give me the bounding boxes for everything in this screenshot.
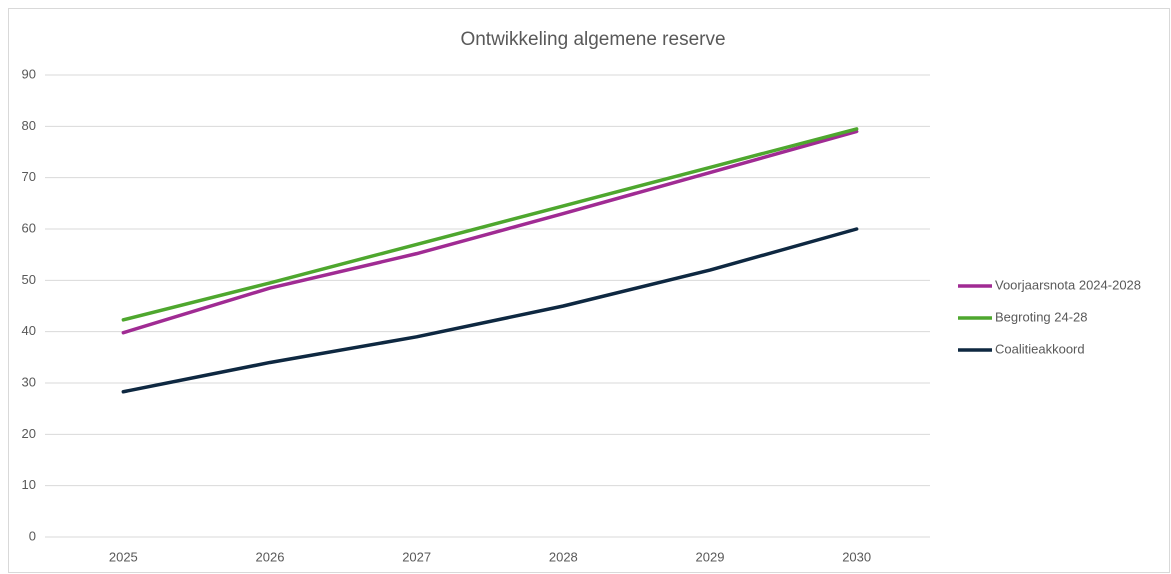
chart-title: Ontwikkeling algemene reserve xyxy=(460,29,725,50)
x-tick-label: 2030 xyxy=(842,549,871,564)
y-tick-label: 10 xyxy=(22,477,36,492)
y-tick-label: 90 xyxy=(22,66,36,81)
y-tick-label: 70 xyxy=(22,169,36,184)
series-line xyxy=(121,227,859,394)
y-tick-label: 20 xyxy=(22,426,36,441)
x-tick-label: 2028 xyxy=(549,549,578,564)
x-tick-label: 2027 xyxy=(402,549,431,564)
y-tick-label: 30 xyxy=(22,374,36,389)
y-tick-label: 80 xyxy=(22,118,36,133)
x-tick-label: 2026 xyxy=(256,549,285,564)
x-tick-label: 2025 xyxy=(109,549,138,564)
legend-label: Voorjaarsnota 2024-2028 xyxy=(995,277,1141,292)
y-tick-label: 40 xyxy=(22,323,36,338)
y-tick-label: 60 xyxy=(22,220,36,235)
legend-label: Begroting 24-28 xyxy=(995,309,1088,324)
y-tick-label: 50 xyxy=(22,272,36,287)
y-tick-label: 0 xyxy=(29,528,36,543)
series-line xyxy=(121,127,859,322)
chart-frame xyxy=(8,8,1170,573)
legend-label: Coalitieakkoord xyxy=(995,341,1085,356)
series-line xyxy=(121,129,859,335)
x-tick-label: 2029 xyxy=(696,549,725,564)
